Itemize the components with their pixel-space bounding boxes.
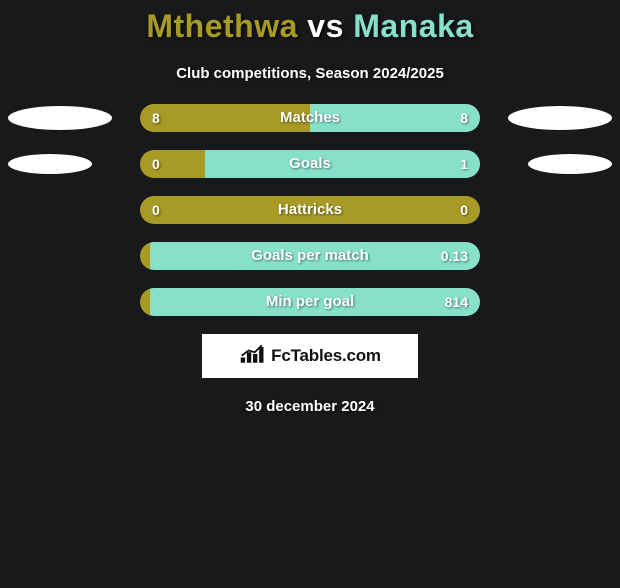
stat-row: Matches8 8 [0,104,620,132]
stat-row: Hattricks0 0 [0,196,620,224]
stat-label: Goals per match [140,242,480,270]
stat-row: Goals per match0.13 [0,242,620,270]
stat-value-left: 0 [152,150,160,178]
stat-row: Min per goal814 [0,288,620,316]
chart-icon [239,343,267,370]
stat-value-right: 814 [445,288,468,316]
stats-chart: Matches88Goals01Hattricks00Goals per mat… [0,104,620,316]
logo-text: FcTables.com [271,346,381,366]
stat-value-right: 1 [460,150,468,178]
stat-value-right: 8 [460,104,468,132]
stat-label: Min per goal [140,288,480,316]
subtitle: Club competitions, Season 2024/2025 [0,65,620,82]
stat-row: Goals0 1 [0,150,620,178]
player2-ellipse [528,154,612,174]
vs-text: vs [307,8,344,44]
stat-label: Hattricks [140,196,480,224]
stat-value-right: 0 [460,196,468,224]
player2-ellipse [508,106,612,130]
stat-value-right: 0.13 [441,242,468,270]
date-text: 30 december 2024 [0,398,620,415]
stat-label: Goals [140,150,480,178]
player2-name: Manaka [353,8,473,44]
player1-ellipse [8,106,112,130]
stat-value-left: 8 [152,104,160,132]
stat-value-left: 0 [152,196,160,224]
comparison-title: Mthethwa vs Manaka [0,8,620,45]
player1-name: Mthethwa [146,8,298,44]
stat-label: Matches [140,104,480,132]
player1-ellipse [8,154,92,174]
fctables-logo: FcTables.com [202,334,418,378]
